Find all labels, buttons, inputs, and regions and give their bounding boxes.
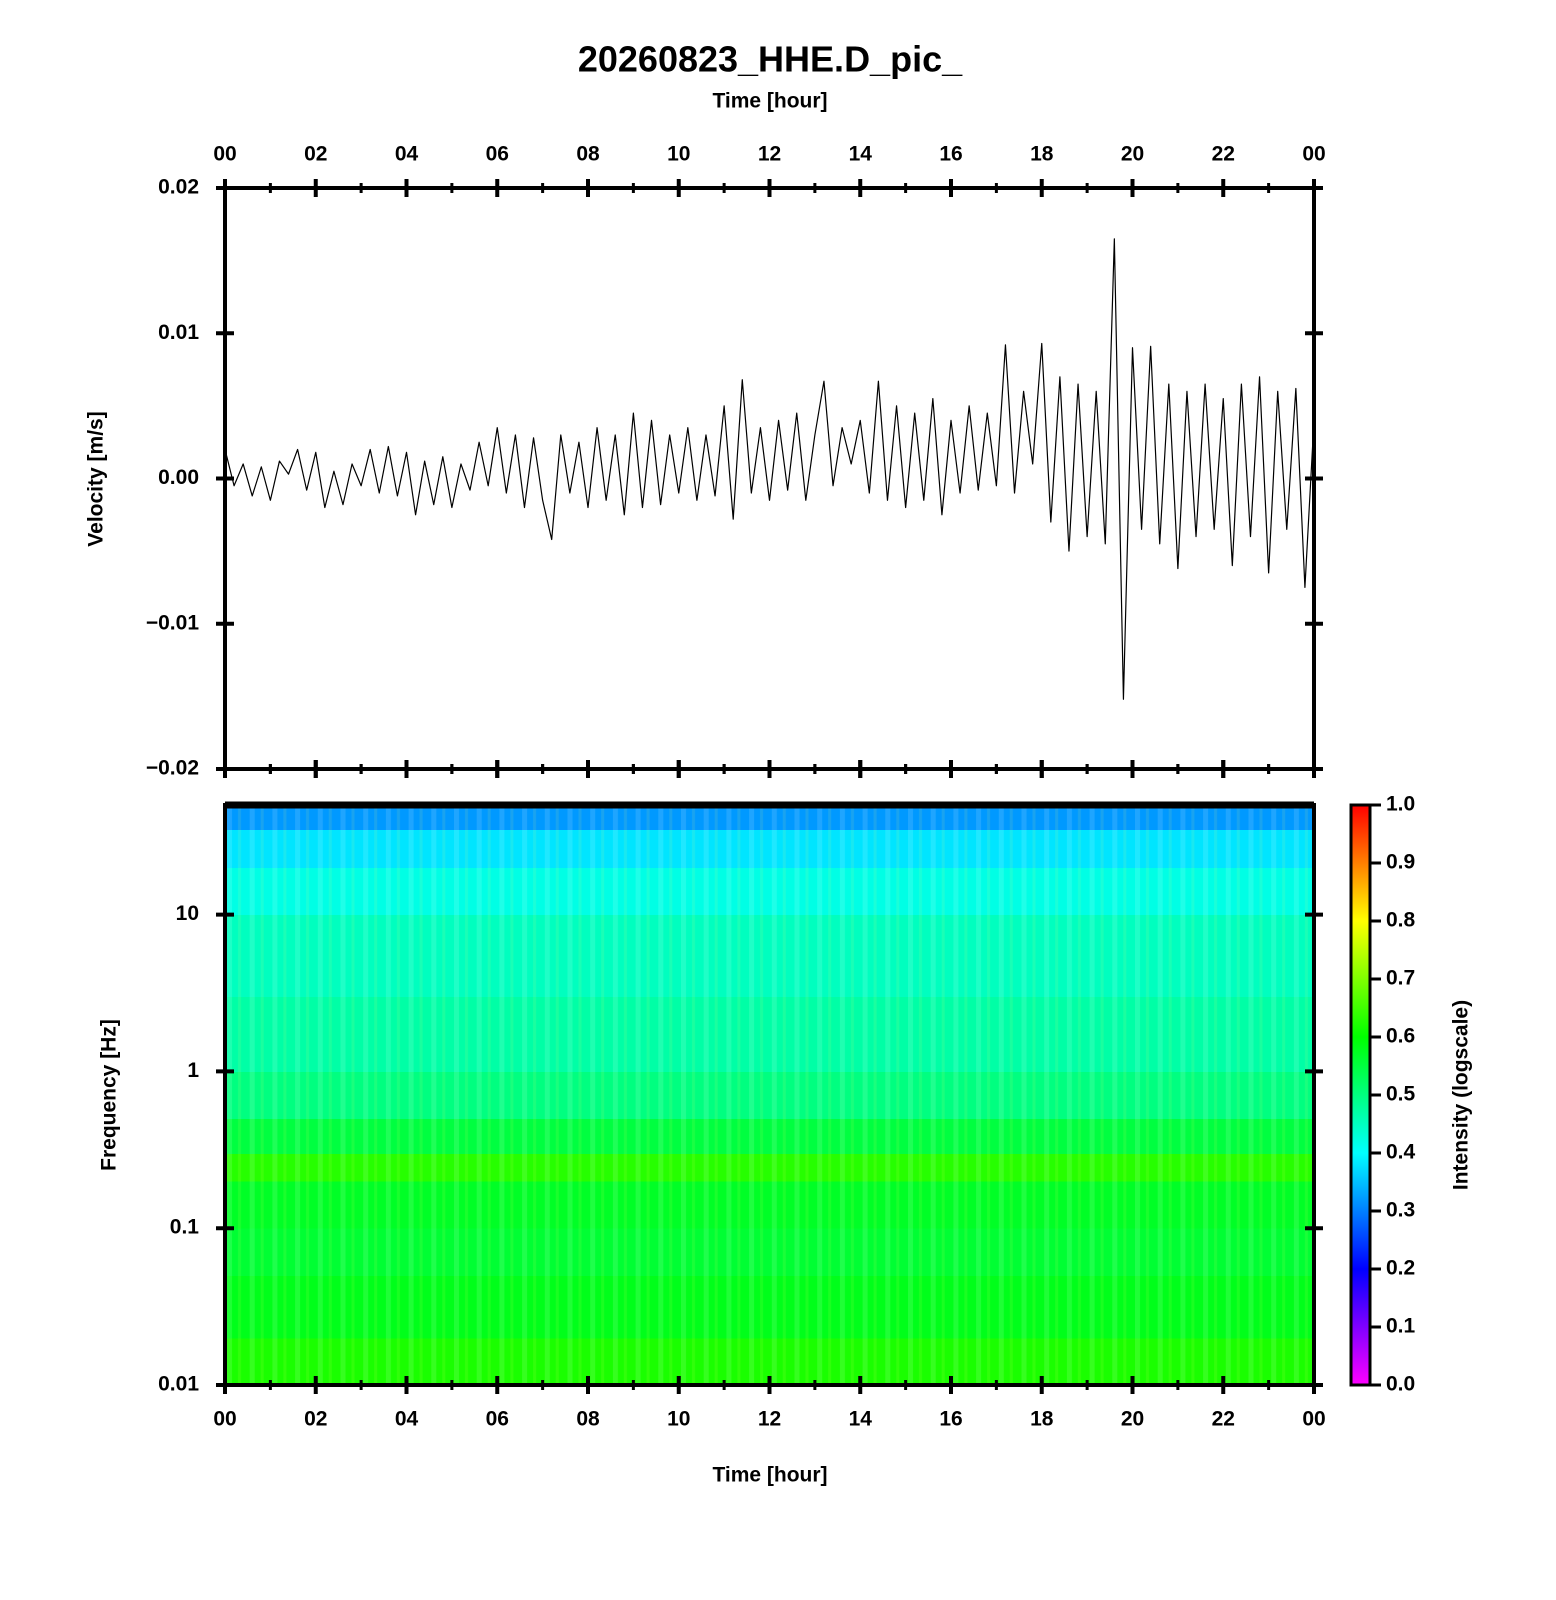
y-tick-label: −0.01 (146, 611, 199, 634)
x-tick-label: 08 (576, 143, 600, 166)
x-tick-label: 12 (758, 1408, 781, 1431)
x-tick-label: 12 (758, 143, 781, 166)
x-tick-label: 14 (849, 1408, 873, 1431)
colorbar-tick-label: 0.2 (1386, 1257, 1415, 1280)
x-tick-label: 18 (1030, 1408, 1054, 1431)
y-tick-label: 10 (176, 902, 199, 925)
x-tick-label: 22 (1212, 143, 1235, 166)
colorbar-tick-label: 0.0 (1386, 1373, 1415, 1396)
x-tick-label: 00 (213, 143, 236, 166)
y-tick-label: 0.00 (158, 466, 199, 489)
colorbar-tick-label: 0.6 (1386, 1025, 1415, 1048)
y-axis-title: Frequency [Hz] (98, 1019, 121, 1171)
x-tick-label: 06 (486, 143, 509, 166)
y-tick-label: −0.02 (146, 757, 199, 780)
y-tick-label: 0.01 (158, 1373, 199, 1396)
x-tick-label: 16 (939, 143, 962, 166)
colorbar-tick-label: 0.7 (1386, 967, 1415, 990)
x-tick-label: 16 (939, 1408, 962, 1431)
x-tick-label: 00 (213, 1408, 236, 1431)
colorbar-tick-label: 0.1 (1386, 1315, 1416, 1338)
x-tick-label: 04 (395, 1408, 419, 1431)
y-tick-label: 0.02 (158, 176, 199, 199)
x-tick-label: 00 (1302, 1408, 1325, 1431)
x-tick-label: 10 (667, 1408, 690, 1431)
x-tick-label: 20 (1121, 1408, 1144, 1431)
x-tick-label: 10 (667, 143, 690, 166)
x-tick-label: 02 (304, 143, 327, 166)
x-tick-label: 00 (1302, 143, 1325, 166)
colorbar (1349, 803, 1372, 1387)
x-tick-label: 20 (1121, 143, 1144, 166)
chart-title: 20260823_HHE.D_pic_ (578, 39, 963, 80)
colorbar-tick-label: 0.3 (1386, 1199, 1415, 1222)
colorbar-tick-label: 0.4 (1386, 1141, 1416, 1164)
x-tick-label: 18 (1030, 143, 1054, 166)
waveform (224, 238, 1315, 700)
colorbar-tick-label: 0.9 (1386, 851, 1415, 874)
texture (225, 805, 1314, 1385)
x-axis-title: Time [hour] (712, 90, 827, 113)
plot-frame (223, 186, 1316, 771)
x-tick-label: 14 (849, 143, 873, 166)
x-axis-title: Time [hour] (712, 1464, 827, 1487)
colorbar-tick-label: 0.8 (1386, 909, 1416, 932)
x-tick-label: 02 (304, 1408, 327, 1431)
x-tick-label: 08 (576, 1408, 600, 1431)
x-tick-label: 22 (1212, 1408, 1235, 1431)
y-axis-title: Velocity [m/s] (85, 411, 108, 546)
colorbar-tick-label: 0.5 (1386, 1083, 1416, 1106)
y-tick-label: 0.01 (158, 321, 199, 344)
colorbar-title: Intensity (logscale) (1450, 1000, 1473, 1190)
colorbar-tick-label: 1.0 (1386, 793, 1415, 816)
x-tick-label: 04 (395, 143, 419, 166)
y-tick-label: 0.1 (170, 1216, 200, 1239)
x-tick-label: 06 (486, 1408, 509, 1431)
y-tick-label: 1 (187, 1059, 199, 1082)
